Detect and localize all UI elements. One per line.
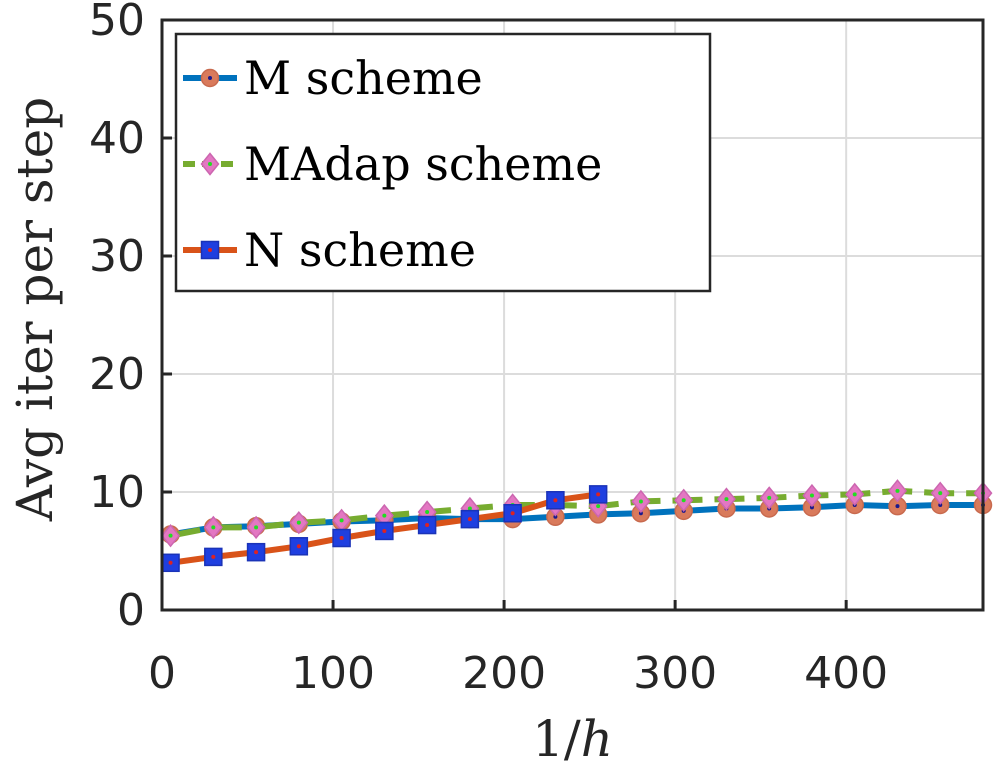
data-point (460, 509, 480, 529)
y-axis-label: Avg iter per step (6, 97, 64, 522)
data-point (845, 482, 865, 507)
data-point (246, 542, 266, 562)
y-tick-label: 20 (89, 349, 145, 400)
data-point (203, 515, 223, 540)
x-tick-label: 200 (462, 648, 546, 699)
series-layer (161, 479, 993, 573)
data-point (289, 537, 309, 556)
y-tick-label: 0 (117, 585, 145, 636)
data-point (332, 528, 351, 548)
y-tick-label: 30 (89, 231, 145, 282)
data-point (930, 481, 950, 505)
data-point (802, 483, 822, 508)
x-tick-label: 0 (148, 648, 176, 699)
legend-item: MAdap scheme (183, 137, 602, 191)
legend-marker (200, 68, 220, 88)
data-point (759, 486, 779, 510)
y-tick-label: 10 (89, 467, 145, 518)
data-point (375, 521, 394, 541)
legend-item: N scheme (183, 223, 476, 277)
legend-box (174, 32, 712, 293)
data-point (631, 489, 651, 514)
data-point (204, 547, 223, 567)
data-point (161, 523, 181, 548)
x-tick-label: 400 (804, 648, 888, 699)
y-tick-label: 50 (89, 0, 145, 46)
data-point (503, 503, 522, 523)
legend-label: M scheme (244, 51, 483, 105)
legend: M scheme MAdap scheme N scheme (174, 32, 712, 293)
legend-label: MAdap scheme (244, 137, 602, 191)
legend-marker (200, 240, 220, 260)
data-point (888, 479, 907, 503)
plot-frame (160, 18, 985, 612)
data-point (546, 491, 565, 510)
data-point (716, 487, 736, 511)
data-point (161, 553, 180, 573)
legend-label: N scheme (244, 223, 476, 277)
series-3 (161, 485, 608, 573)
data-point (417, 515, 437, 535)
tick-labels: 0 100 200 300 400 0 10 20 30 40 50 (89, 0, 888, 699)
x-axis-label: 1/h (532, 710, 613, 768)
data-point (289, 510, 309, 535)
data-point (888, 496, 907, 516)
x-tick-label: 300 (633, 648, 717, 699)
data-point (246, 515, 266, 540)
data-point (588, 485, 608, 504)
data-point (674, 488, 694, 512)
x-tick-label: 100 (291, 648, 375, 699)
legend-marker (200, 152, 220, 176)
legend-item: M scheme (183, 51, 483, 105)
y-tick-label: 40 (89, 113, 145, 164)
